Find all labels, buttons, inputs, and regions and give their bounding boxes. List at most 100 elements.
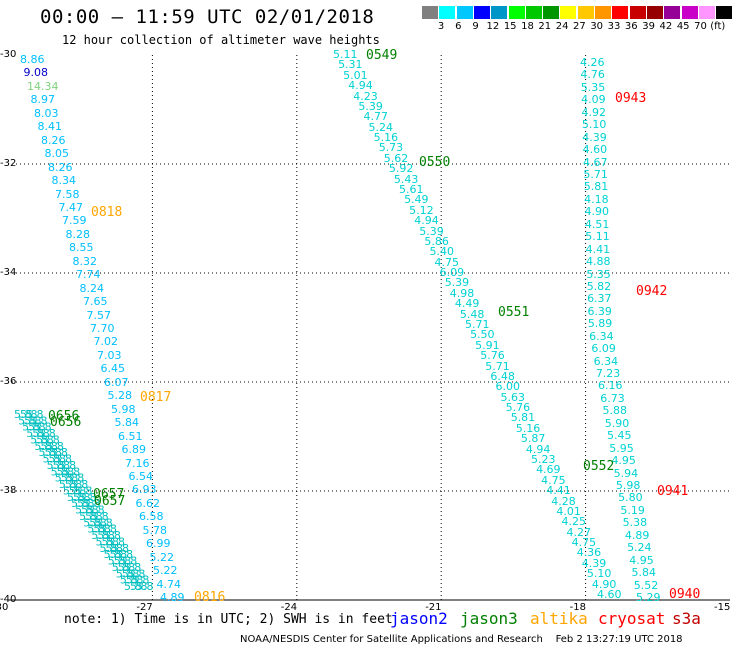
color-scale-label: 27 <box>573 21 586 32</box>
band-glyph: 5.8 <box>103 529 121 542</box>
wave-height-value: 5.49 <box>404 193 429 207</box>
wave-height-value: 8.32 <box>72 254 98 268</box>
pass-time-label: 0943 <box>615 91 647 106</box>
longitude-label: -27 <box>136 602 153 613</box>
satellite-legend-item: jason2 <box>390 609 448 628</box>
generated-timestamp: Feb 2 13:27:19 UTC 2018 <box>555 634 683 645</box>
color-scale-label: 24 <box>555 21 569 32</box>
band-glyph: 5.8 <box>38 427 56 440</box>
wave-height-value: 6.89 <box>121 443 147 457</box>
color-swatch <box>439 6 456 19</box>
band-glyph: 5.8 <box>55 472 72 485</box>
wave-height-value: 5.76 <box>505 401 531 415</box>
band-glyph: 5.8 <box>46 440 64 453</box>
longitude-label: -18 <box>569 602 586 613</box>
color-swatch <box>698 6 715 19</box>
wave-height-value: 7.70 <box>90 322 115 335</box>
wave-height-value: 5.10 <box>581 118 607 132</box>
wave-height-value: 4.90 <box>584 205 609 219</box>
pass-time-label: 0940 <box>669 587 701 602</box>
wave-height-value: 9.08 <box>23 66 49 80</box>
wave-height-value: 6.37 <box>587 292 612 306</box>
wave-height-value: 5.31 <box>338 58 363 72</box>
band-glyph: 5.8 <box>106 542 124 555</box>
band-glyph: 5.8 <box>43 453 61 466</box>
band-glyph: 5.8 <box>120 574 138 587</box>
wave-height-value: 5.63 <box>500 390 526 404</box>
wave-height-value: 5.81 <box>583 180 609 194</box>
overlapping-track-band: 5.85.85.85.85.85.85.85.85.85.85.85.85.85… <box>14 408 154 593</box>
pass-time-label: 0552 <box>583 459 615 474</box>
wave-height-value: 6.54 <box>128 469 154 483</box>
band-glyph: 5.8 <box>50 446 68 459</box>
wave-height-value: 5.50 <box>470 328 495 342</box>
wave-height-value: 4.51 <box>584 217 610 231</box>
latitude-label: -36 <box>0 376 17 387</box>
wave-height-value: 4.39 <box>581 556 607 570</box>
wave-height-value: 4.60 <box>582 143 608 157</box>
wave-height-value: 6.34 <box>593 354 619 368</box>
wave-height-value: 4.09 <box>581 93 606 107</box>
wave-height-value: 4.89 <box>160 591 185 604</box>
band-glyph: 5.8 <box>30 433 47 446</box>
band-glyph: 5.8 <box>14 408 32 421</box>
wave-height-value: 5.82 <box>586 279 612 293</box>
wave-height-value: 5.81 <box>510 411 536 425</box>
wave-height-value: 6.34 <box>589 329 614 343</box>
wave-height-value: 5.91 <box>475 338 500 352</box>
latitude-label: -34 <box>0 267 17 278</box>
band-glyph: 5.8 <box>32 427 50 440</box>
band-glyph: 5.8 <box>112 561 129 574</box>
band-glyph: 5.8 <box>122 567 140 580</box>
color-scale-label: 33 <box>607 21 621 32</box>
wave-height-value: 5.94 <box>613 466 639 480</box>
wave-height-value: 7.57 <box>86 308 112 322</box>
wave-height-value: 6.48 <box>490 369 515 383</box>
longitude-label: -30 <box>0 602 9 613</box>
color-swatch <box>456 6 473 19</box>
color-swatch <box>560 6 577 19</box>
color-scale-label: 15 <box>503 21 517 32</box>
wave-height-value: 5.78 <box>142 523 168 537</box>
pass-time-label: 0941 <box>657 484 689 499</box>
color-scale-label: 39 <box>642 21 655 32</box>
wave-height-value: 4.75 <box>434 255 460 269</box>
color-swatch <box>629 6 646 19</box>
wave-height-value: 8.28 <box>65 227 91 241</box>
band-glyph: 5.8 <box>132 574 150 587</box>
wave-height-value: 5.92 <box>388 162 414 176</box>
band-glyph: 5.8 <box>73 491 91 504</box>
wave-height-value: 5.24 <box>368 120 394 134</box>
wave-height-value: 5.40 <box>429 245 454 259</box>
wave-height-value: 5.12 <box>409 203 434 217</box>
color-swatch <box>681 6 698 19</box>
band-glyph: 5.8 <box>79 491 97 504</box>
band-glyph: 5.8 <box>81 504 99 517</box>
wave-height-value: 5.16 <box>373 131 399 145</box>
wave-height-value: 4.41 <box>546 484 571 498</box>
band-glyph: 5.8 <box>108 555 126 568</box>
latitude-label: -38 <box>0 485 17 496</box>
band-glyph: 5.8 <box>91 510 109 523</box>
longitude-label: -15 <box>714 602 731 613</box>
wave-height-value: 6.09 <box>439 266 465 280</box>
wave-height-value: 5.29 <box>636 591 661 604</box>
pass-time-label: 0656 <box>50 415 82 430</box>
color-scale-label: 12 <box>486 21 500 32</box>
pass-time-label: 0942 <box>636 284 668 299</box>
pass-time-label: 0550 <box>419 155 451 170</box>
band-glyph: 5.8 <box>61 472 78 485</box>
wave-height-value: 4.90 <box>591 577 617 591</box>
pass-time-label: 0549 <box>366 48 398 63</box>
color-swatch <box>612 6 629 19</box>
band-glyph: 5.8 <box>53 459 70 472</box>
wave-height-value: 4.94 <box>525 442 551 456</box>
band-glyph: 5.8 <box>130 580 148 593</box>
wave-height-value: 7.59 <box>62 214 87 228</box>
wave-height-value: 5.43 <box>393 172 419 186</box>
color-scale-label: 6 <box>455 21 462 32</box>
wave-height-value: 7.16 <box>125 456 150 470</box>
color-swatch <box>646 6 663 19</box>
wave-height-value: 8.34 <box>51 174 77 188</box>
band-glyph: 5.8 <box>89 516 107 529</box>
